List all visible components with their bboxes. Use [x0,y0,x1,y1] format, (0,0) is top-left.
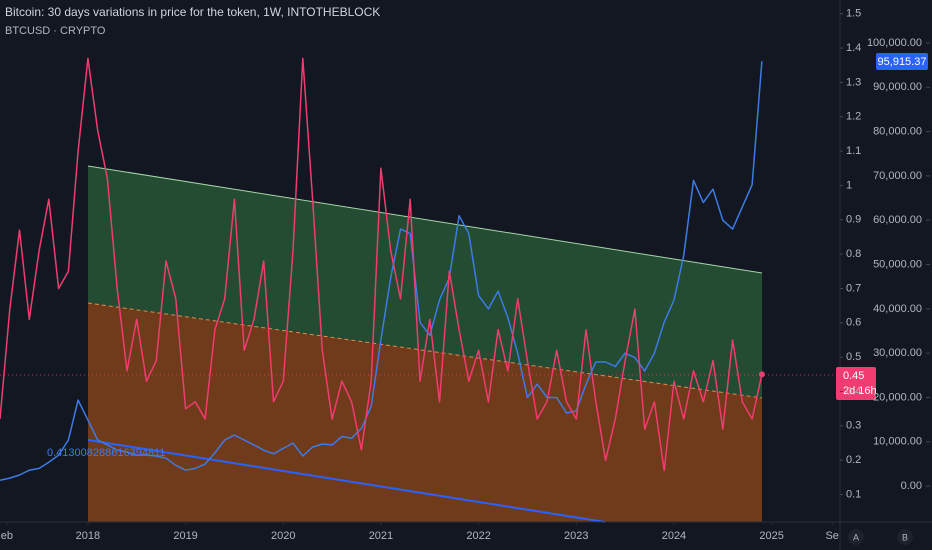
y-tick-label: 0.8 [846,248,861,260]
y2-tick-label: 80,000.00 [873,126,922,138]
x-tick-label: 2024 [662,530,686,542]
chart-title: Bitcoin: 30 days variations in price for… [5,5,380,19]
y-tick-label: 1.4 [846,42,861,54]
x-tick-label: 2019 [173,530,197,542]
value-tag [836,367,876,400]
y-tick-label: 0.9 [846,214,861,226]
value-tag-label: 0.45 [843,370,864,382]
y2-tick-label: 60,000.00 [873,214,922,226]
price-tag-label: 95,915.37 [878,56,927,68]
x-tick-label: 2020 [271,530,295,542]
x-tick-label: 2018 [76,530,100,542]
x-tick-label: 2021 [369,530,393,542]
y-tick-label: 0.2 [846,454,861,466]
y-tick-label: 1.2 [846,111,861,123]
y2-tick-label: 70,000.00 [873,170,922,182]
y2-tick-label: 20,000.00 [873,391,922,403]
x-tick-label: 2022 [466,530,490,542]
y2-tick-label: 10,000.00 [873,436,922,448]
channel-upper-fill [88,166,762,398]
y2-tick-label: 50,000.00 [873,258,922,270]
x-tick-label: Se [825,530,838,542]
y-tick-label: 0.5 [846,351,861,363]
chart-subtitle: BTCUSD · CRYPTO [5,25,106,37]
y2-tick-label: 100,000.00 [867,37,922,49]
price-tag [876,53,928,70]
y-tick-label: 0.3 [846,420,861,432]
series-line [0,57,763,472]
x-tick-label: 2023 [564,530,588,542]
axis-button-label[interactable]: A [853,532,859,542]
channel-mid-line [87,302,763,399]
axis-button[interactable] [848,529,864,545]
channel-lower-line [87,439,606,523]
y2-tick-label: 30,000.00 [873,347,922,359]
y2-tick-label: 40,000.00 [873,303,922,315]
y-tick-label: 0.7 [846,282,861,294]
y2-tick-label: 0.00 [901,480,922,492]
last-point [758,371,765,378]
y-tick-label: 1.3 [846,76,861,88]
axis-button[interactable] [897,529,913,545]
x-tick-label: eb [1,530,13,542]
channel-label: 0.413008288616394811 [47,447,165,459]
y2-tick-label: 90,000.00 [873,81,922,93]
y-tick-label: 0.1 [846,488,861,500]
y-tick-label: 0.4 [846,385,861,397]
y-tick-label: 1.5 [846,8,861,20]
y-tick-label: 1.1 [846,145,861,157]
y-tick-label: 1 [846,179,852,191]
channel-upper-line [87,165,763,274]
value-tag-countdown: 2d 16h [843,385,877,397]
x-tick-label: 2025 [759,530,783,542]
axis-button-label[interactable]: B [902,532,908,542]
series-line [0,61,763,482]
y-tick-label: 0.6 [846,317,861,329]
